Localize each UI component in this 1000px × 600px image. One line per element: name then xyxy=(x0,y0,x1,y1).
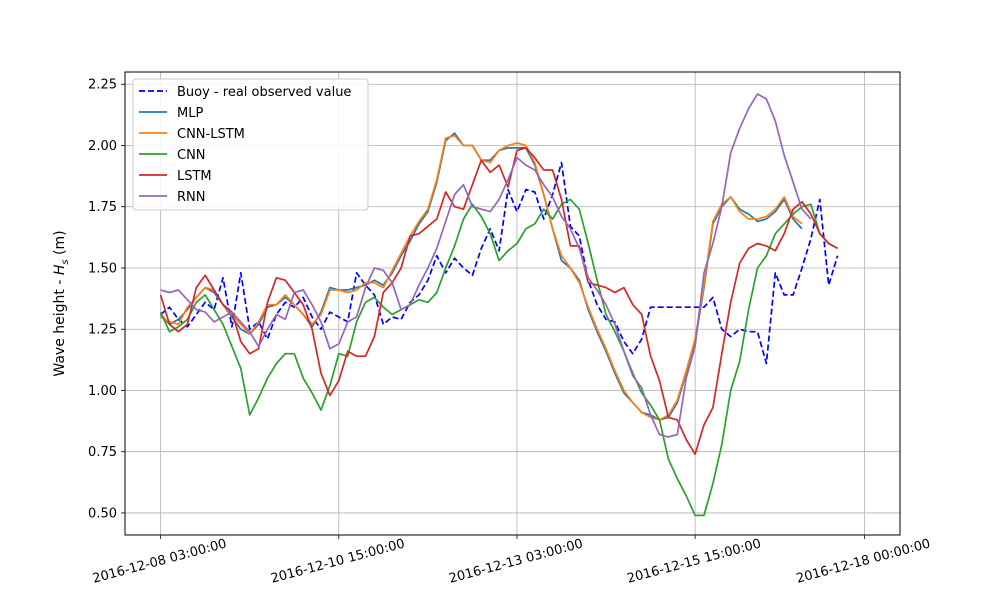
legend-label: CNN-LSTM xyxy=(177,127,245,142)
y-axis-label: Wave height - Hs (m) xyxy=(52,230,71,376)
y-tick-label: 1.25 xyxy=(88,323,117,338)
series-line-lstm xyxy=(159,147,839,456)
y-tick-label: 0.50 xyxy=(88,506,117,521)
y-tick-label: 1.50 xyxy=(88,261,117,276)
legend-label: CNN xyxy=(177,148,206,163)
legend-box xyxy=(132,78,369,211)
legend: Buoy - real observed value MLP CNN-LSTM CNN… xyxy=(132,78,369,211)
y-tick-label: 0.75 xyxy=(88,445,117,460)
series-line-rnn xyxy=(160,93,812,438)
y-tick-label: 2.00 xyxy=(88,139,117,154)
series-lines xyxy=(159,93,839,517)
legend-label: MLP xyxy=(177,106,203,121)
y-tick-label: 1.00 xyxy=(88,384,117,399)
y-tick-label: 1.75 xyxy=(88,200,117,215)
legend-label: Buoy - real observed value xyxy=(177,85,351,100)
legend-label: LSTM xyxy=(177,169,212,184)
series-line-buoy-real-observed-value xyxy=(160,161,839,365)
y-tick-label: 2.25 xyxy=(88,78,117,93)
axes-frame xyxy=(124,71,901,536)
legend-label: RNN xyxy=(177,190,205,205)
series-line-cnn xyxy=(159,198,839,517)
